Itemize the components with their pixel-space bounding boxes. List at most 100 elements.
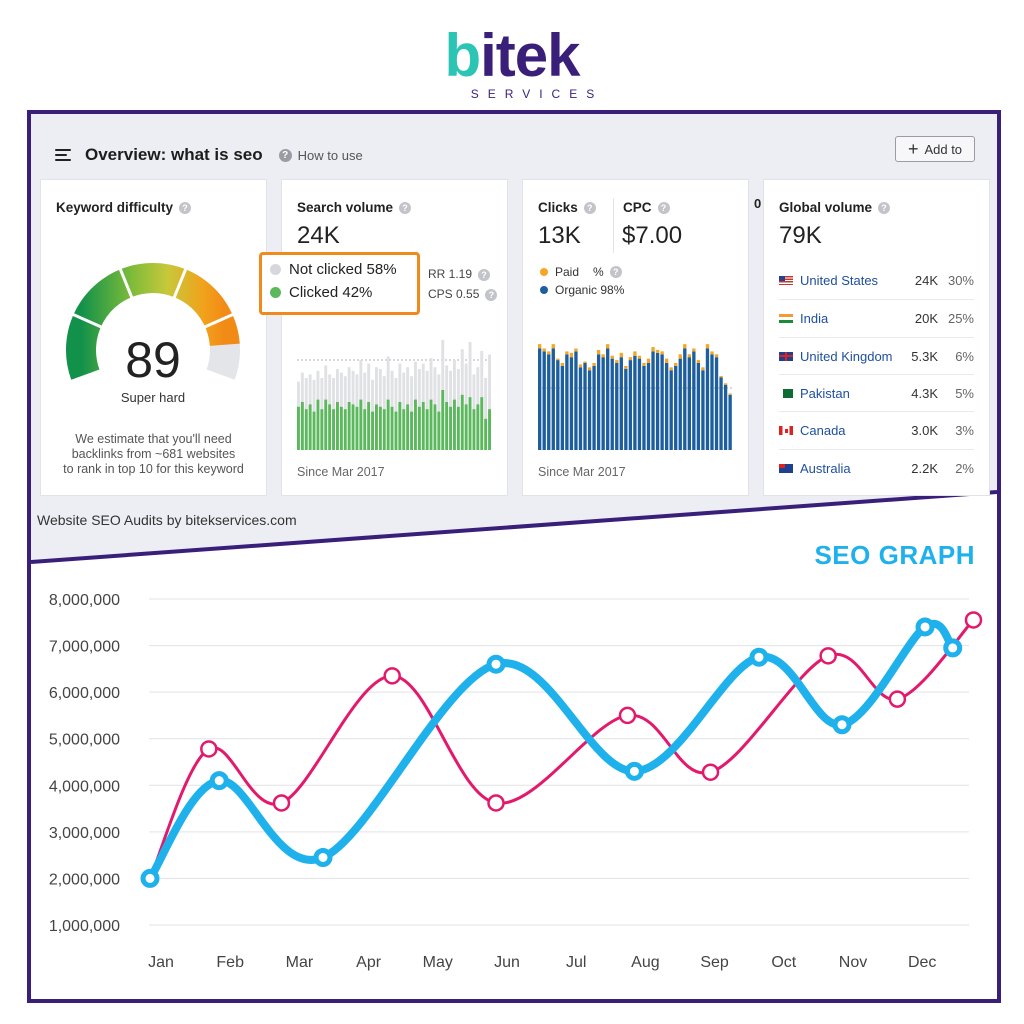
add-to-button[interactable]: + Add to xyxy=(895,136,975,162)
organic-bar xyxy=(705,348,710,450)
paid-bar xyxy=(637,355,642,359)
paid-bar xyxy=(578,364,583,368)
country-volume: 3.0K xyxy=(911,423,938,439)
pink-point xyxy=(200,740,218,758)
country-name[interactable]: United States xyxy=(800,273,879,288)
plus-icon: + xyxy=(907,139,919,159)
organic-bar xyxy=(696,363,701,450)
country-name[interactable]: Australia xyxy=(800,460,851,476)
uk-flag-icon xyxy=(779,351,793,361)
seo-graph-title: SEO GRAPH xyxy=(814,540,975,570)
x-tick-label: May xyxy=(423,954,453,971)
paid-bar xyxy=(551,344,555,349)
x-tick-label: Aug xyxy=(631,954,659,971)
clicked-bar xyxy=(476,404,480,450)
organic-bar xyxy=(596,354,601,450)
paid-bar xyxy=(678,354,682,359)
paid-bar xyxy=(674,363,678,366)
organic-bar xyxy=(728,394,732,450)
country-name[interactable]: Pakistan xyxy=(800,385,850,401)
paid-bar xyxy=(696,360,701,363)
since-label: Since Mar 2017 xyxy=(297,465,385,479)
country-volume: 4.3K xyxy=(911,385,938,401)
country-row[interactable]: Australia 2.2K 2% xyxy=(779,448,974,487)
paid-bar xyxy=(664,358,669,363)
blue-point xyxy=(140,868,160,888)
help-icon[interactable]: ? xyxy=(399,202,412,215)
search-volume-value: 24K xyxy=(297,222,340,249)
country-row[interactable]: United States 24K 30% xyxy=(779,262,974,299)
organic-bar xyxy=(578,367,583,450)
clicked-bar xyxy=(347,402,351,450)
organic-bar xyxy=(723,384,728,450)
paid-bar xyxy=(587,367,592,371)
organic-bar xyxy=(569,357,574,450)
total-bar xyxy=(484,378,488,450)
x-tick-label: Dec xyxy=(908,954,936,971)
organic-bar xyxy=(692,351,696,450)
clicked-bar xyxy=(488,409,491,450)
country-name[interactable]: India xyxy=(800,311,829,327)
help-icon[interactable]: ? xyxy=(179,202,192,215)
y-tick-label: 5,000,000 xyxy=(49,732,120,749)
help-icon[interactable]: ? xyxy=(657,202,670,215)
clicked-bar xyxy=(343,409,347,450)
x-tick-label: Oct xyxy=(771,954,796,971)
country-share: 25% xyxy=(947,311,974,327)
paid-bar xyxy=(728,393,732,395)
gauge-separator xyxy=(172,267,188,299)
x-tick-label: Mar xyxy=(286,954,314,971)
clicked-bar xyxy=(359,399,363,450)
clicked-bar xyxy=(382,409,386,450)
help-icon[interactable]: ? xyxy=(478,268,491,281)
not-clicked-dot xyxy=(270,264,281,275)
stray-label: 0 xyxy=(754,196,762,211)
x-tick-label: Jan xyxy=(148,954,174,971)
blue-point xyxy=(624,761,644,781)
organic-bar xyxy=(633,355,637,450)
divider xyxy=(613,198,614,253)
y-tick-label: 3,000,000 xyxy=(49,825,120,842)
paid-bar xyxy=(569,352,574,358)
clicks-value: 13K xyxy=(538,222,581,249)
paid-bar xyxy=(547,351,551,355)
clicked-bar xyxy=(417,406,421,450)
country-name[interactable]: United Kingdom xyxy=(800,348,893,364)
help-icon[interactable]: ? xyxy=(583,202,596,215)
paid-bar xyxy=(628,357,633,361)
paid-bar xyxy=(710,351,714,355)
paid-legend: Paid %? xyxy=(540,265,622,279)
cps-stat: CPS 0.55? xyxy=(428,287,498,301)
paid-bar xyxy=(610,355,614,359)
y-tick-label: 2,000,000 xyxy=(49,871,120,888)
clicked-bar xyxy=(441,390,445,450)
hamburger-menu-icon[interactable] xyxy=(55,148,71,162)
clicks-title: Clicks? xyxy=(538,200,596,215)
gauge-fill xyxy=(66,263,240,380)
help-icon[interactable]: ? xyxy=(485,288,498,301)
country-row[interactable]: United Kingdom 5.3K 6% xyxy=(779,336,974,375)
country-row[interactable]: Pakistan 4.3K 5% xyxy=(779,373,974,412)
organic-bar xyxy=(687,357,691,450)
country-name[interactable]: Canada xyxy=(800,423,846,439)
country-row[interactable]: Canada 3.0K 3% xyxy=(779,411,974,449)
organic-bar xyxy=(560,365,565,450)
help-icon[interactable]: ? xyxy=(878,202,891,215)
organic-bar xyxy=(583,363,587,450)
country-share: 30% xyxy=(947,273,974,288)
clicked-bar xyxy=(336,402,339,450)
clicked-bar xyxy=(332,409,335,450)
clicked-bar xyxy=(453,399,456,450)
organic-bar xyxy=(574,351,578,450)
global-volume-value: 79K xyxy=(779,222,822,249)
help-icon[interactable]: ? xyxy=(609,266,622,278)
pink-point xyxy=(888,690,907,708)
country-row[interactable]: India 20K 25% xyxy=(779,299,974,337)
how-to-use-link[interactable]: ? How to use xyxy=(278,148,363,163)
paid-bar xyxy=(669,367,673,371)
pink-point xyxy=(819,647,837,665)
in-flag-icon xyxy=(779,314,793,324)
paid-bar xyxy=(655,349,660,353)
paid-bar xyxy=(642,363,646,366)
paid-bar xyxy=(596,349,601,355)
